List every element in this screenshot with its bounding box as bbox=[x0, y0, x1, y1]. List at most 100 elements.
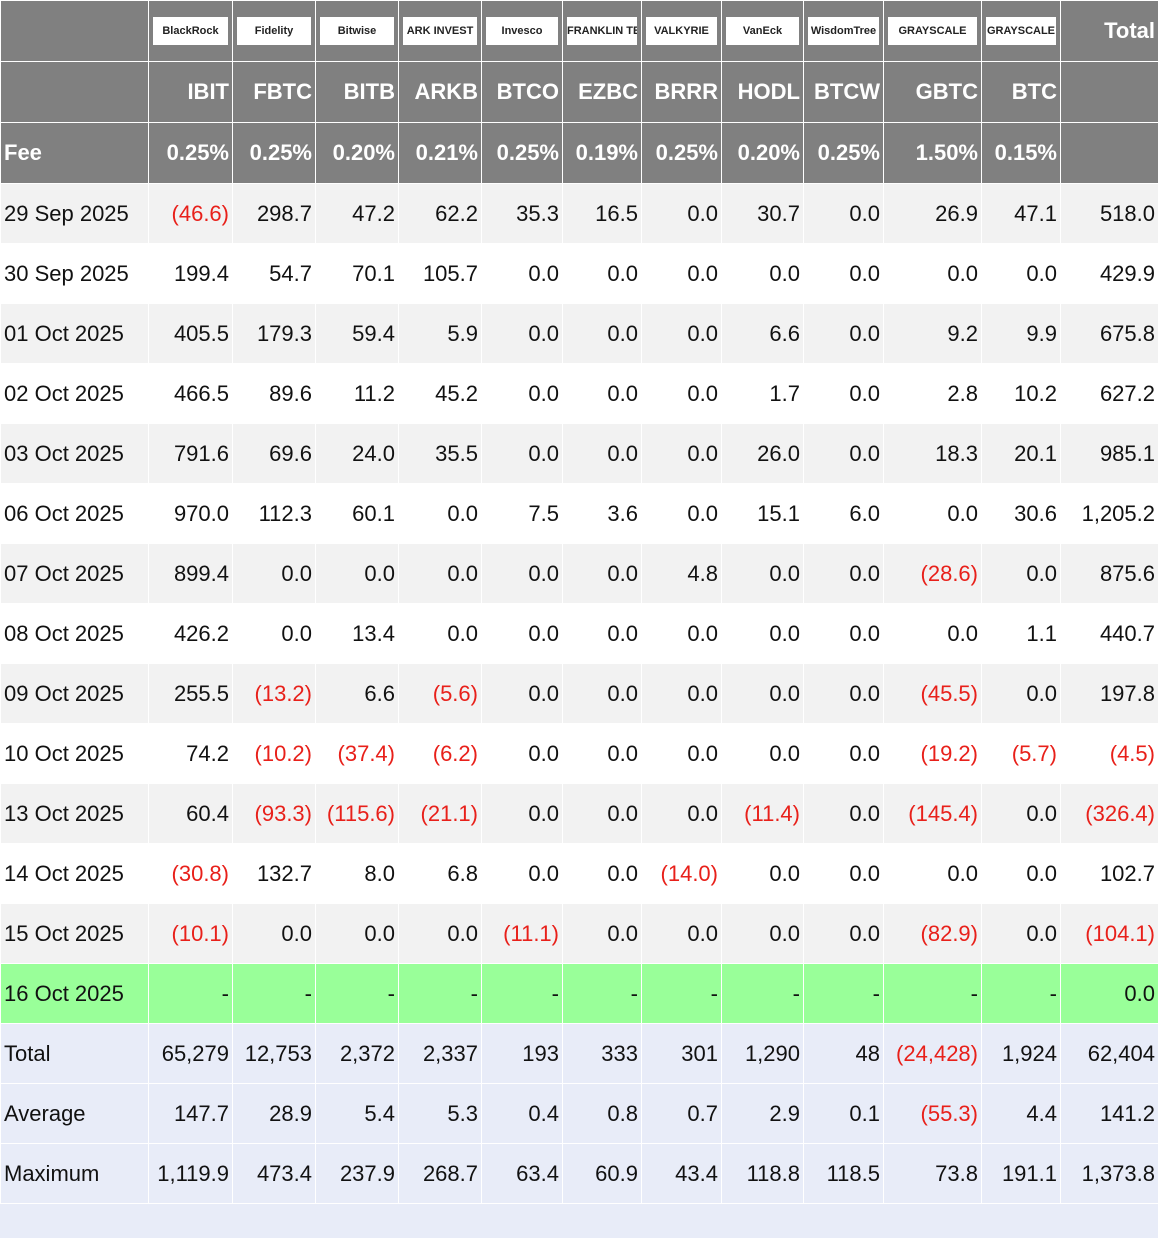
summary-value: 191.1 bbox=[981, 1143, 1061, 1204]
flow-value: 35.3 bbox=[481, 183, 563, 244]
flow-value: (46.6) bbox=[148, 183, 233, 244]
summary-value: 5.3 bbox=[398, 1083, 482, 1144]
flow-value: 627.2 bbox=[1060, 363, 1158, 424]
flow-value: 0.0 bbox=[315, 543, 399, 604]
flow-row: 02 Oct 2025 466.5 89.6 11.2 45.2 0.0 0.0 0.0 1.7… bbox=[0, 363, 1158, 424]
flow-value: 899.4 bbox=[148, 543, 233, 604]
flow-value: 112.3 bbox=[232, 483, 316, 544]
summary-label: Average bbox=[0, 1083, 149, 1144]
summary-label: Total bbox=[0, 1023, 149, 1084]
flow-value: 6.0 bbox=[803, 483, 884, 544]
fee: 0.19% bbox=[562, 122, 642, 184]
ticker: BTC bbox=[981, 61, 1061, 123]
summary-value: 2,337 bbox=[398, 1023, 482, 1084]
flow-value: 8.0 bbox=[315, 843, 399, 904]
flow-value: (115.6) bbox=[315, 783, 399, 844]
fee: 0.25% bbox=[148, 122, 233, 184]
flow-value: 59.4 bbox=[315, 303, 399, 364]
flow-value: 255.5 bbox=[148, 663, 233, 724]
flow-value: - bbox=[481, 963, 563, 1024]
ticker-row: IBIT FBTC BITB ARKB BTCO EZBC BRRR HODL BTCW GBTC… bbox=[0, 61, 1158, 123]
flow-value: 0.0 bbox=[641, 483, 722, 544]
summary-value: (55.3) bbox=[883, 1083, 982, 1144]
flow-value: 54.7 bbox=[232, 243, 316, 304]
flow-value: 0.0 bbox=[481, 423, 563, 484]
flow-value: (28.6) bbox=[883, 543, 982, 604]
flow-row: 01 Oct 2025 405.5 179.3 59.4 5.9 0.0 0.0 0.0 6.6… bbox=[0, 303, 1158, 364]
flow-value: 89.6 bbox=[232, 363, 316, 424]
flow-value: (11.4) bbox=[721, 783, 804, 844]
flow-value: 24.0 bbox=[315, 423, 399, 484]
summary-value: 301 bbox=[641, 1023, 722, 1084]
ticker: HODL bbox=[721, 61, 804, 123]
flow-value: 0.0 bbox=[803, 363, 884, 424]
summary-value: 1,373.8 bbox=[1060, 1143, 1158, 1204]
flow-value: 0.0 bbox=[721, 243, 804, 304]
empty-cell bbox=[1060, 61, 1158, 123]
logo-cell: FRANKLIN TEMPLETON bbox=[562, 0, 642, 62]
summary-value: 73.8 bbox=[883, 1143, 982, 1204]
flow-value: 0.0 bbox=[721, 723, 804, 784]
date: 08 Oct 2025 bbox=[0, 603, 149, 664]
flow-value: (6.2) bbox=[398, 723, 482, 784]
summary-value: (24,428) bbox=[883, 1023, 982, 1084]
flow-value: 105.7 bbox=[398, 243, 482, 304]
flow-value: (11.1) bbox=[481, 903, 563, 964]
flow-value: 0.0 bbox=[562, 783, 642, 844]
flow-value: 60.1 bbox=[315, 483, 399, 544]
flow-value: - bbox=[315, 963, 399, 1024]
flow-value: 10.2 bbox=[981, 363, 1061, 424]
flow-value: 0.0 bbox=[481, 543, 563, 604]
flow-value: 0.0 bbox=[803, 723, 884, 784]
flow-value: 0.0 bbox=[562, 543, 642, 604]
fee: 0.25% bbox=[641, 122, 722, 184]
empty-cell bbox=[0, 61, 149, 123]
fee: 0.20% bbox=[721, 122, 804, 184]
fund-logo: ARK INVEST bbox=[403, 17, 477, 45]
logo-cell: VanEck bbox=[721, 0, 804, 62]
summary-value: 28.9 bbox=[232, 1083, 316, 1144]
date: 29 Sep 2025 bbox=[0, 183, 149, 244]
summary-value: 193 bbox=[481, 1023, 563, 1084]
flow-value: 0.0 bbox=[562, 723, 642, 784]
fund-logo: GRAYSCALE bbox=[888, 17, 977, 45]
corner-cell bbox=[0, 0, 149, 62]
flow-value: 9.9 bbox=[981, 303, 1061, 364]
flow-value: - bbox=[232, 963, 316, 1024]
logo-row: BlackRock Fidelity Bitwise ARK INVEST Invesc… bbox=[0, 0, 1158, 62]
flow-value: 6.8 bbox=[398, 843, 482, 904]
flow-value: 199.4 bbox=[148, 243, 233, 304]
flow-value: 0.0 bbox=[803, 663, 884, 724]
ticker: IBIT bbox=[148, 61, 233, 123]
summary-label: Maximum bbox=[0, 1143, 149, 1204]
summary-value: 118.5 bbox=[803, 1143, 884, 1204]
summary-value: 147.7 bbox=[148, 1083, 233, 1144]
summary-value: 0.1 bbox=[803, 1083, 884, 1144]
flow-value: 0.0 bbox=[721, 903, 804, 964]
flow-row: 03 Oct 2025 791.6 69.6 24.0 35.5 0.0 0.0 0.0 26.… bbox=[0, 423, 1158, 484]
flow-value: 0.0 bbox=[981, 543, 1061, 604]
flow-row: 15 Oct 2025 (10.1) 0.0 0.0 0.0 (11.1) 0.0 0.0 0.… bbox=[0, 903, 1158, 964]
flow-value: (30.8) bbox=[148, 843, 233, 904]
fee-row: Fee 0.25% 0.25% 0.20% 0.21% 0.25% 0.19% 0.25% 0.… bbox=[0, 122, 1158, 184]
flow-value: 0.0 bbox=[803, 243, 884, 304]
flow-value: (21.1) bbox=[398, 783, 482, 844]
flow-value: 0.0 bbox=[803, 423, 884, 484]
ticker: ARKB bbox=[398, 61, 482, 123]
logo-cell: ARK INVEST bbox=[398, 0, 482, 62]
flow-value: 0.0 bbox=[562, 903, 642, 964]
flow-value: 405.5 bbox=[148, 303, 233, 364]
flow-value: 30.7 bbox=[721, 183, 804, 244]
fee: 0.20% bbox=[315, 122, 399, 184]
flow-value: 0.0 bbox=[981, 243, 1061, 304]
flow-value: 0.0 bbox=[481, 603, 563, 664]
flow-value: 179.3 bbox=[232, 303, 316, 364]
flow-value: 0.0 bbox=[562, 243, 642, 304]
flow-value: - bbox=[398, 963, 482, 1024]
flow-value: 0.0 bbox=[641, 303, 722, 364]
flow-value: 0.0 bbox=[1060, 963, 1158, 1024]
summary-value: 63.4 bbox=[481, 1143, 563, 1204]
summary-value: 1,924 bbox=[981, 1023, 1061, 1084]
flow-value: 4.8 bbox=[641, 543, 722, 604]
